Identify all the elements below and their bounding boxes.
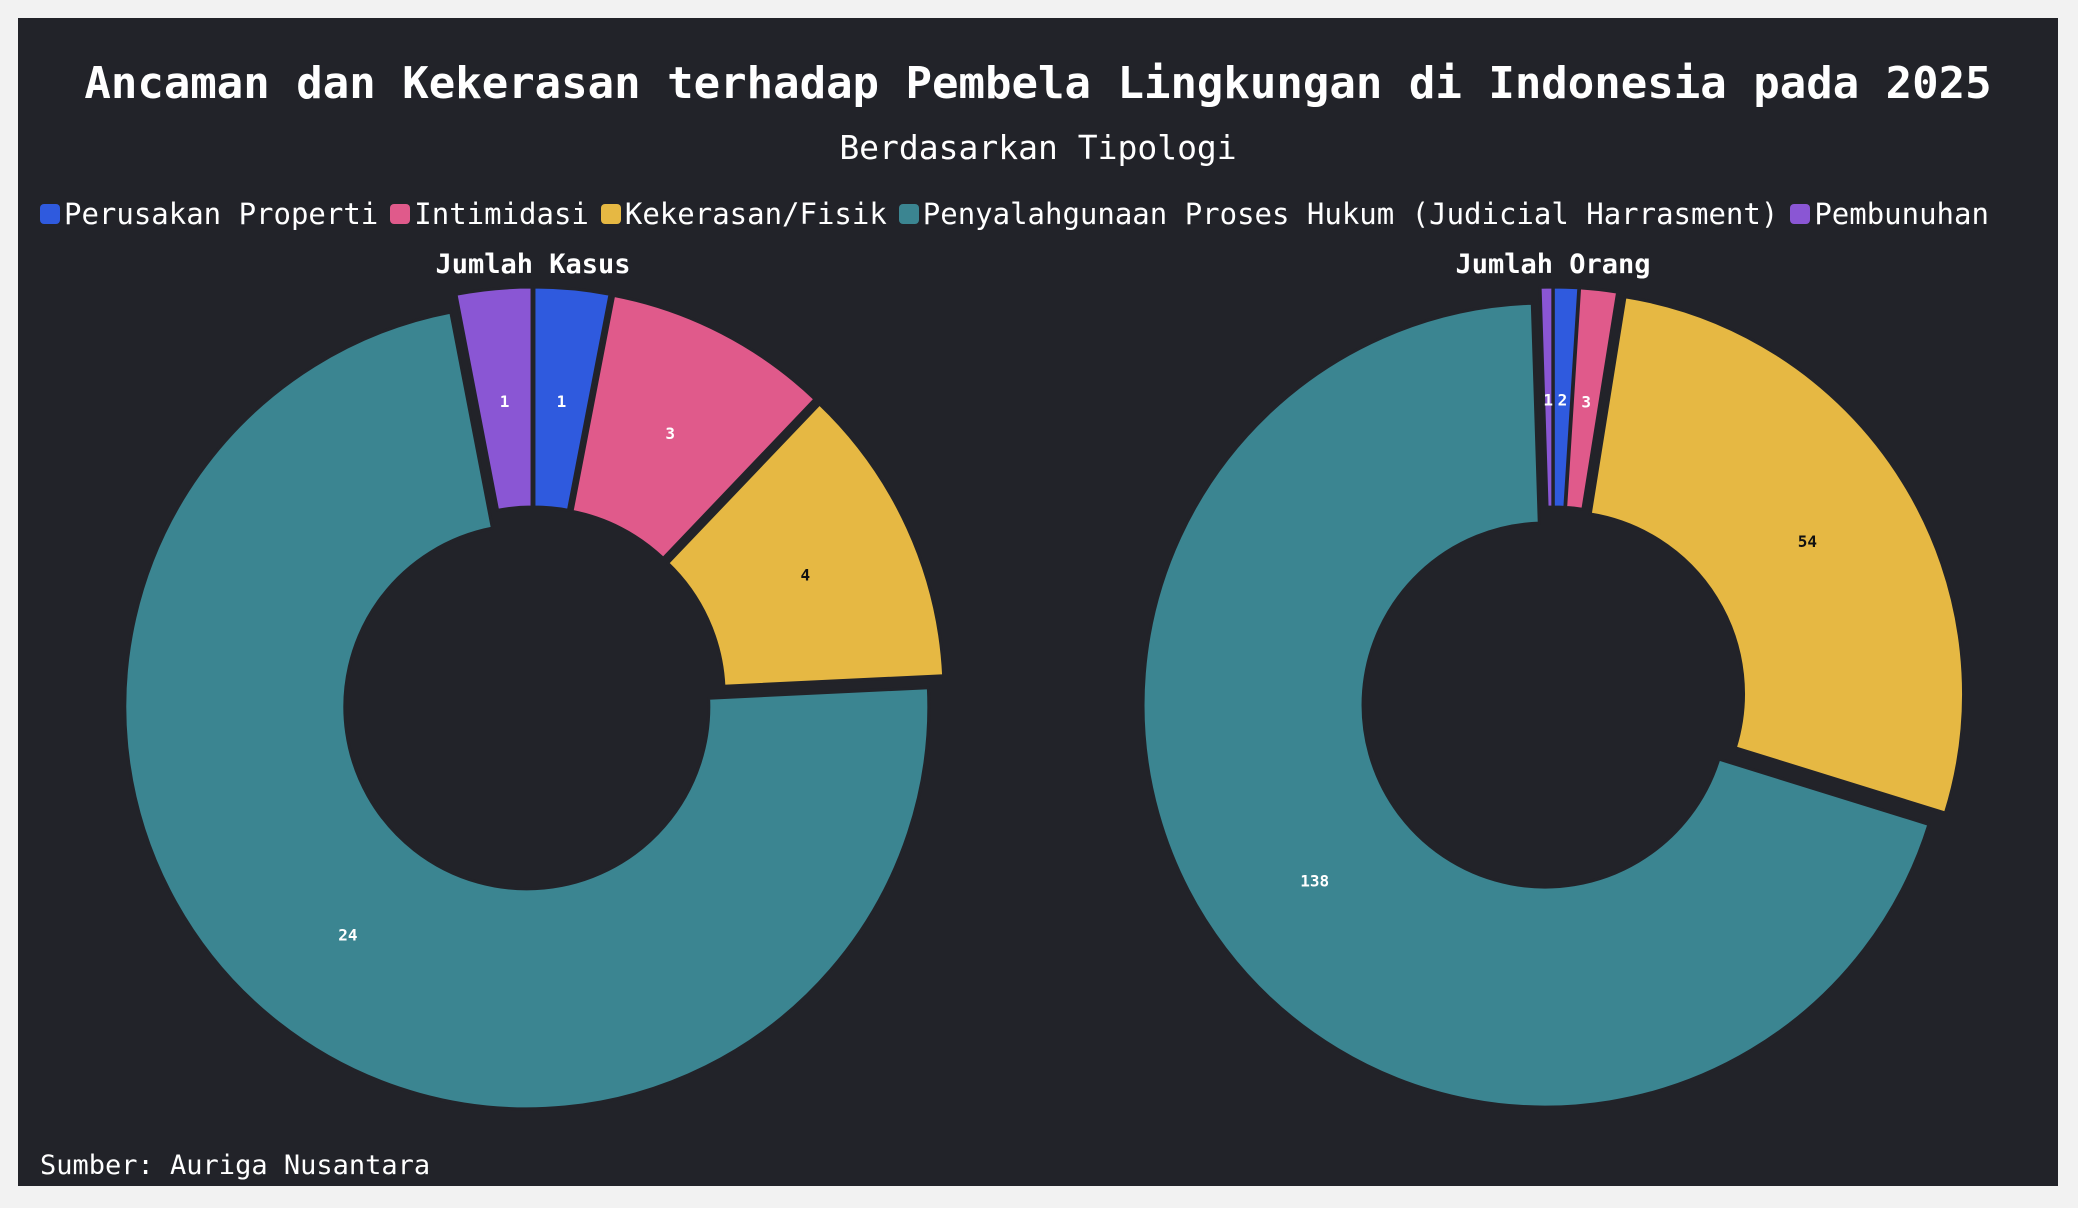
donut-slice[interactable] <box>454 285 534 512</box>
donut-slice[interactable] <box>123 310 931 1111</box>
legend: Perusakan Properti Intimidasi Kekerasan/Fi… <box>40 194 1989 234</box>
donut-chart: Jumlah Kasus 1 3 4 24 1 <box>123 249 946 1111</box>
donut-slice[interactable] <box>1538 285 1555 509</box>
slice-value-label: 2 <box>1558 391 1568 410</box>
donut-slice[interactable] <box>532 285 612 512</box>
chart-title: Ancaman dan Kekerasan terhadap Pembela L… <box>84 58 1992 109</box>
donut-title: Jumlah Orang <box>1455 249 1650 280</box>
legend-item[interactable]: Intimidasi <box>390 197 589 231</box>
legend-swatch <box>600 204 621 224</box>
legend-swatch <box>40 204 60 224</box>
legend-label: Kekerasan/Fisik <box>624 197 887 231</box>
donut-slice[interactable] <box>570 293 817 560</box>
donut-slice[interactable] <box>1141 301 1931 1109</box>
legend-item[interactable]: Kekerasan/Fisik <box>600 197 887 231</box>
chart-frame: Ancaman dan Kekerasan terhadap Pembela L… <box>18 18 2058 1186</box>
legend-label: Intimidasi <box>414 197 589 231</box>
legend-swatch <box>1790 204 1811 224</box>
source-note: Sumber: Auriga Nusantara <box>40 1150 431 1181</box>
slice-value-label: 138 <box>1300 871 1329 890</box>
donut-slice[interactable] <box>1564 286 1620 511</box>
legend-label: Perusakan Properti <box>64 197 379 231</box>
legend-item[interactable]: Perusakan Properti <box>40 197 378 231</box>
slice-value-label: 1 <box>557 392 567 411</box>
donut-title: Jumlah Kasus <box>435 249 630 280</box>
slice-value-label: 24 <box>338 925 357 944</box>
legend-item[interactable]: Pembunuhan <box>1790 197 1989 231</box>
legend-swatch <box>390 204 411 224</box>
slice-value-label: 3 <box>665 424 675 443</box>
slice-value-label: 1 <box>1543 391 1553 410</box>
donut-chart: Jumlah Orang 2 3 54 138 1 <box>1141 249 1965 1109</box>
slice-value-label: 3 <box>1581 392 1591 411</box>
slice-value-label: 4 <box>801 566 811 585</box>
chart-subtitle: Berdasarkan Tipologi <box>839 128 1237 167</box>
legend-label: Pembunuhan <box>1814 197 1989 231</box>
slice-value-label: 1 <box>500 392 510 411</box>
legend-item[interactable]: Penyalahgunaan Proses Hukum (Judicial Ha… <box>898 197 1779 231</box>
legend-label: Penyalahgunaan Proses Hukum (Judicial Ha… <box>922 197 1779 231</box>
slice-value-label: 54 <box>1798 532 1817 551</box>
donut-slice[interactable] <box>666 402 946 688</box>
legend-swatch <box>898 204 919 224</box>
donut-slice[interactable] <box>1588 295 1965 815</box>
